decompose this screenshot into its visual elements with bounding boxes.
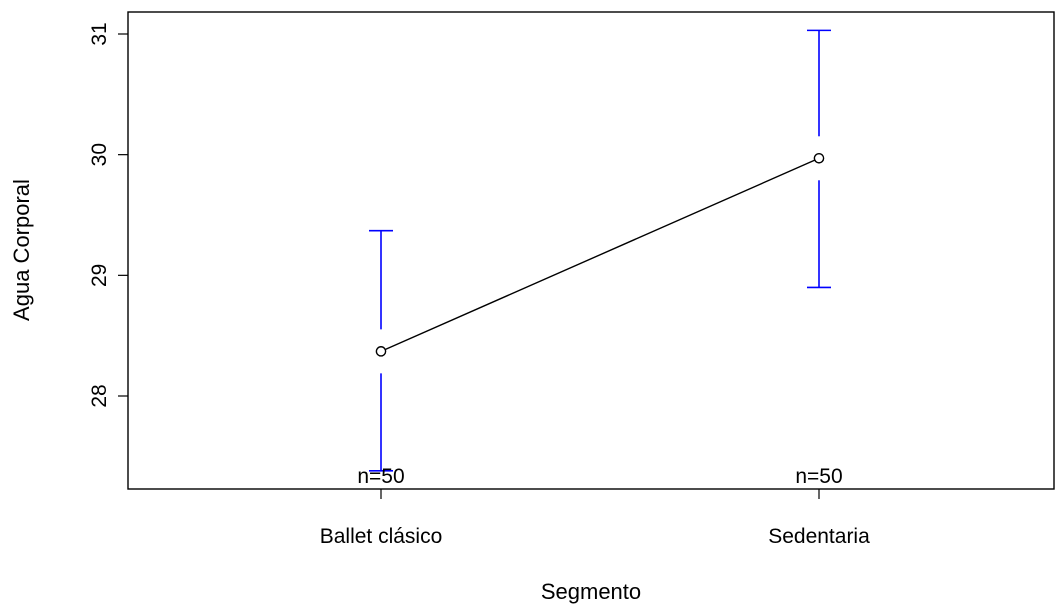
y-tick-label: 28 — [88, 384, 111, 407]
series-line — [384, 159, 816, 351]
x-axis-title: Segmento — [541, 579, 641, 604]
n-labels: n=50 n=50 — [357, 465, 842, 488]
mean-point — [375, 346, 387, 357]
n-label: n=50 — [795, 465, 842, 488]
y-tick-label: 31 — [88, 22, 111, 45]
y-axis: 28 29 30 31 — [88, 22, 128, 408]
x-axis: Ballet clásico Sedentaria — [320, 489, 870, 548]
error-bars — [369, 29, 831, 472]
plot-box — [127, 11, 1055, 490]
mean-series — [375, 152, 825, 357]
mean-point — [813, 152, 825, 164]
x-tick-label: Ballet clásico — [320, 525, 443, 548]
y-axis-title: Agua Corporal — [9, 179, 34, 321]
y-tick-label: 29 — [88, 264, 111, 287]
x-tick-label: Sedentaria — [768, 525, 870, 548]
n-label: n=50 — [357, 465, 404, 488]
y-tick-label: 30 — [88, 143, 111, 166]
